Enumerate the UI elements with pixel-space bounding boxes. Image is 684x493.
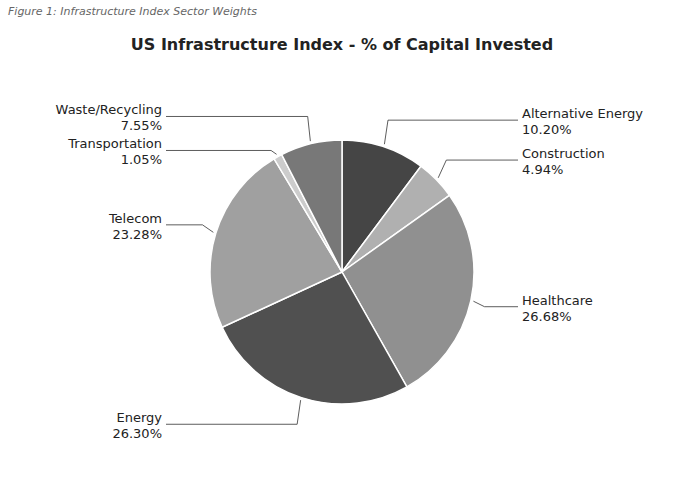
category-label: Construction xyxy=(522,146,605,161)
slice-label: Waste/Recycling7.55% xyxy=(56,102,162,133)
slice-label: Construction4.94% xyxy=(522,146,605,177)
category-label: Waste/Recycling xyxy=(56,102,162,117)
category-label: Alternative Energy xyxy=(522,106,643,121)
title: US Infrastructure Index - % of Capital I… xyxy=(131,35,553,54)
labels: Alternative Energy10.20% Construction4.94… xyxy=(56,102,644,441)
leader-line xyxy=(166,400,301,424)
value-label: 4.94% xyxy=(522,162,563,177)
slice xyxy=(282,140,342,272)
category-label: Energy xyxy=(116,410,162,425)
value-label: 1.05% xyxy=(121,152,162,167)
leader-line xyxy=(166,116,310,141)
slice-label: Transportation1.05% xyxy=(67,136,162,167)
slice-label: Energy26.30% xyxy=(112,410,162,441)
leader-line xyxy=(166,225,213,232)
value-label: 23.28% xyxy=(112,227,162,242)
leader-line xyxy=(384,120,518,144)
leader-line xyxy=(473,301,518,307)
leader-line xyxy=(166,150,277,154)
value-label: 26.68% xyxy=(522,309,572,324)
chart-container: Figure 1: Infrastructure Index Sector We… xyxy=(0,0,684,493)
chart: Figure 1: Infrastructure Index Sector We… xyxy=(0,0,684,493)
leader-line xyxy=(438,160,518,178)
value-label: 7.55% xyxy=(121,118,162,133)
figure-label: Figure 1: Infrastructure Index Sector We… xyxy=(8,5,257,18)
value-label: 10.20% xyxy=(522,122,572,137)
slice-label: Alternative Energy10.20% xyxy=(522,106,643,137)
category-label: Telecom xyxy=(108,211,162,226)
slice-label: Healthcare26.68% xyxy=(522,293,593,324)
value-label: 26.30% xyxy=(112,426,162,441)
category-label: Transportation xyxy=(67,136,162,151)
slice-label: Telecom23.28% xyxy=(108,211,162,242)
category-label: Healthcare xyxy=(522,293,593,308)
slices xyxy=(210,140,474,404)
